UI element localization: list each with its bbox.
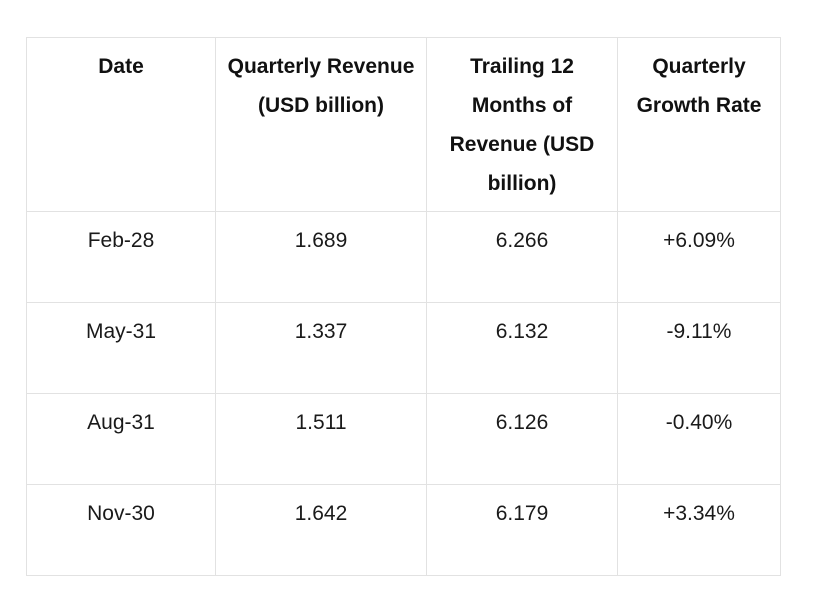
header-growth-rate-label: Quarterly Growth Rate — [636, 55, 762, 117]
cell-date: Feb-28 — [26, 211, 216, 303]
table-row: Feb-28 1.689 6.266 +6.09% — [26, 211, 781, 303]
cell-date: May-31 — [26, 302, 216, 394]
header-trailing-revenue-label: Trailing 12 Months of Revenue (USD billi… — [449, 55, 595, 195]
table-row: May-31 1.337 6.132 -9.11% — [26, 302, 781, 394]
cell-quarterly-revenue: 1.511 — [215, 393, 427, 485]
cell-growth-rate: +6.09% — [617, 211, 781, 303]
table-row: Nov-30 1.642 6.179 +3.34% — [26, 484, 781, 576]
header-date-label: Date — [98, 55, 144, 78]
header-quarterly-revenue-label: Quarterly Revenue (USD billion) — [227, 55, 415, 117]
cell-trailing-revenue: 6.266 — [426, 211, 618, 303]
cell-quarterly-revenue: 1.689 — [215, 211, 427, 303]
cell-date: Nov-30 — [26, 484, 216, 576]
header-date: Date — [26, 37, 216, 212]
table-header-row: Date Quarterly Revenue (USD billion) Tra… — [26, 37, 781, 212]
cell-quarterly-revenue: 1.337 — [215, 302, 427, 394]
header-growth-rate: Quarterly Growth Rate — [617, 37, 781, 212]
header-quarterly-revenue: Quarterly Revenue (USD billion) — [215, 37, 427, 212]
revenue-table-container: Date Quarterly Revenue (USD billion) Tra… — [26, 37, 781, 576]
cell-growth-rate: -9.11% — [617, 302, 781, 394]
cell-trailing-revenue: 6.126 — [426, 393, 618, 485]
cell-trailing-revenue: 6.132 — [426, 302, 618, 394]
cell-growth-rate: -0.40% — [617, 393, 781, 485]
cell-date: Aug-31 — [26, 393, 216, 485]
header-trailing-revenue: Trailing 12 Months of Revenue (USD billi… — [426, 37, 618, 212]
revenue-table: Date Quarterly Revenue (USD billion) Tra… — [26, 37, 781, 576]
cell-growth-rate: +3.34% — [617, 484, 781, 576]
table-row: Aug-31 1.511 6.126 -0.40% — [26, 393, 781, 485]
cell-trailing-revenue: 6.179 — [426, 484, 618, 576]
cell-quarterly-revenue: 1.642 — [215, 484, 427, 576]
